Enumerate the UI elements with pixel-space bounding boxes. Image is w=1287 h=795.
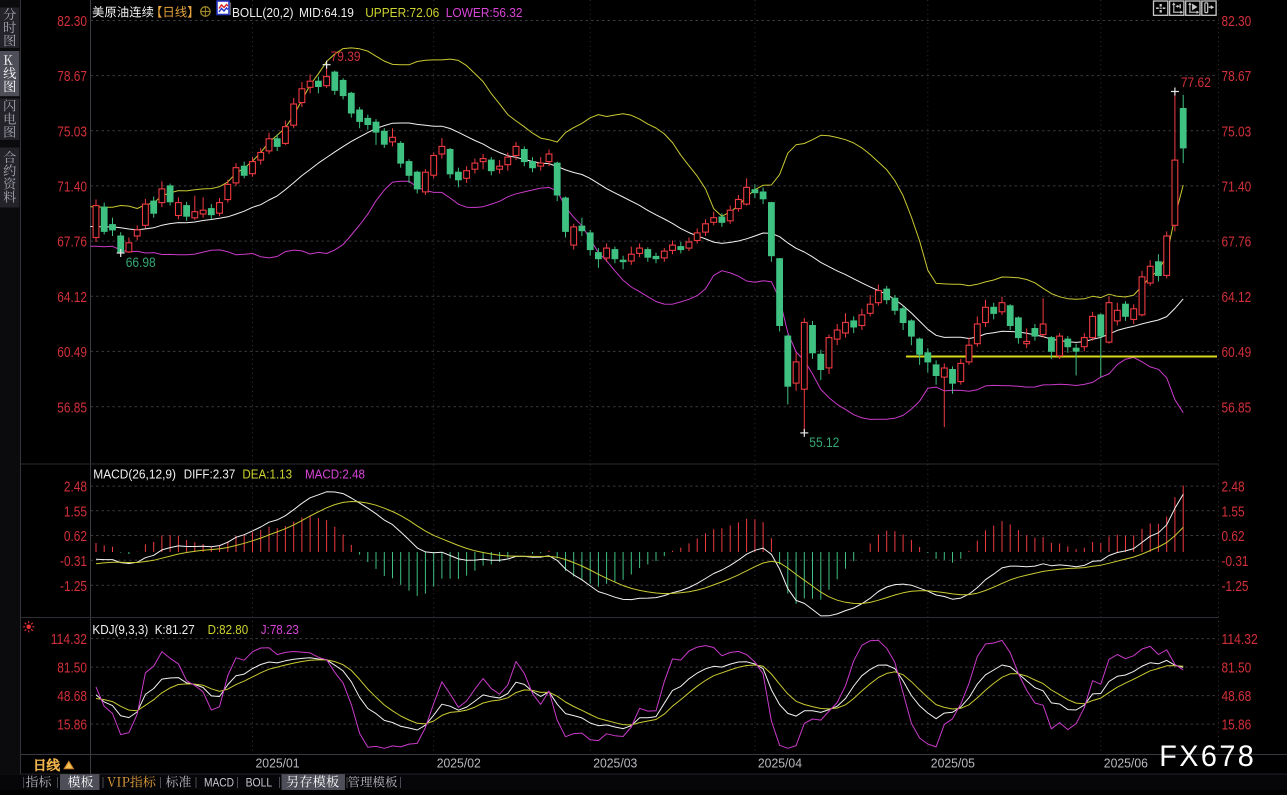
svg-text:75.03: 75.03 — [1222, 124, 1252, 140]
svg-text:78.67: 78.67 — [57, 69, 87, 85]
svg-text:-0.31: -0.31 — [60, 554, 87, 570]
svg-text:KDJ(9,3,3): KDJ(9,3,3) — [92, 622, 148, 637]
svg-text:48.68: 48.68 — [1222, 689, 1252, 705]
svg-text:MID:64.19: MID:64.19 — [299, 5, 354, 20]
svg-text:DEA:1.13: DEA:1.13 — [242, 466, 292, 481]
svg-text:J:78.23: J:78.23 — [261, 622, 299, 637]
svg-text:2025/04: 2025/04 — [758, 757, 802, 771]
svg-text:-1.25: -1.25 — [1222, 579, 1249, 595]
svg-text:66.98: 66.98 — [126, 255, 156, 270]
svg-text:2025/05: 2025/05 — [931, 757, 975, 771]
svg-text:2.48: 2.48 — [1222, 480, 1245, 496]
svg-text:55.12: 55.12 — [809, 435, 839, 450]
svg-text:FX678: FX678 — [1159, 740, 1256, 773]
svg-text:K:81.27: K:81.27 — [155, 622, 195, 637]
svg-text:78.67: 78.67 — [1222, 69, 1252, 85]
svg-text:56.85: 56.85 — [1222, 400, 1252, 416]
svg-text:67.76: 67.76 — [1222, 235, 1252, 251]
svg-text:2025/03: 2025/03 — [593, 757, 637, 771]
svg-text:MACD: MACD — [204, 776, 234, 790]
svg-text:2025/02: 2025/02 — [437, 757, 481, 771]
svg-text:15.86: 15.86 — [57, 718, 87, 734]
svg-text:1.55: 1.55 — [64, 504, 87, 520]
svg-text:1.55: 1.55 — [1222, 504, 1245, 520]
svg-text:MACD(26,12,9): MACD(26,12,9) — [93, 466, 176, 481]
svg-text:77.62: 77.62 — [1181, 75, 1211, 90]
svg-text:79.39: 79.39 — [331, 49, 361, 64]
svg-text:0.62: 0.62 — [1222, 529, 1245, 545]
svg-text:75.03: 75.03 — [57, 124, 87, 140]
svg-text:BOLL: BOLL — [246, 776, 273, 790]
svg-text:MACD:2.48: MACD:2.48 — [305, 466, 365, 481]
svg-text:-0.31: -0.31 — [1222, 554, 1249, 570]
svg-text:60.49: 60.49 — [1222, 345, 1252, 361]
svg-text:BOLL(20,2): BOLL(20,2) — [232, 5, 294, 20]
svg-text:64.12: 64.12 — [1222, 290, 1252, 306]
svg-text:114.32: 114.32 — [51, 632, 87, 648]
svg-text:DIFF:2.37: DIFF:2.37 — [184, 466, 236, 481]
svg-text:82.30: 82.30 — [1222, 14, 1252, 30]
svg-text:64.12: 64.12 — [57, 290, 87, 306]
svg-text:2.48: 2.48 — [64, 480, 87, 496]
svg-text:D:82.80: D:82.80 — [208, 622, 249, 637]
svg-text:67.76: 67.76 — [57, 235, 87, 251]
svg-text:81.50: 81.50 — [57, 661, 87, 677]
svg-text:56.85: 56.85 — [57, 400, 87, 416]
svg-text:71.40: 71.40 — [57, 180, 87, 196]
svg-text:2025/06: 2025/06 — [1104, 757, 1148, 771]
svg-text:2025/01: 2025/01 — [256, 757, 300, 771]
svg-text:60.49: 60.49 — [57, 345, 87, 361]
svg-text:LOWER:56.32: LOWER:56.32 — [446, 5, 523, 20]
svg-text:82.30: 82.30 — [57, 14, 87, 30]
svg-text:114.32: 114.32 — [1222, 632, 1258, 648]
svg-text:0.62: 0.62 — [64, 529, 87, 545]
svg-text:UPPER:72.06: UPPER:72.06 — [365, 5, 439, 20]
svg-text:-1.25: -1.25 — [60, 579, 87, 595]
svg-text:48.68: 48.68 — [57, 689, 87, 705]
svg-text:71.40: 71.40 — [1222, 180, 1252, 196]
svg-text:81.50: 81.50 — [1222, 661, 1252, 677]
svg-text:15.86: 15.86 — [1222, 718, 1252, 734]
